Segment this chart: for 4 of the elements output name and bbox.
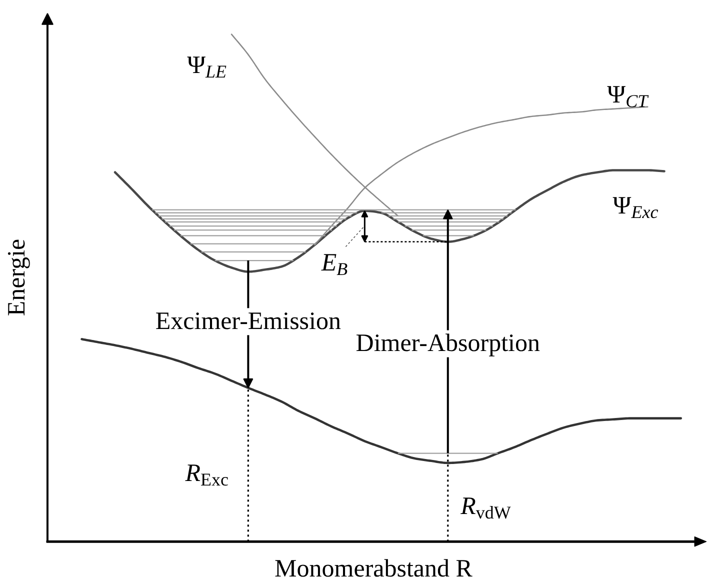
annotation: Excimer-Emission xyxy=(155,308,342,336)
annotation: Dimer-Absorption xyxy=(356,330,540,358)
y-axis-title: Energie xyxy=(4,238,30,316)
x-axis-title: Monomerabstand R xyxy=(274,556,473,582)
